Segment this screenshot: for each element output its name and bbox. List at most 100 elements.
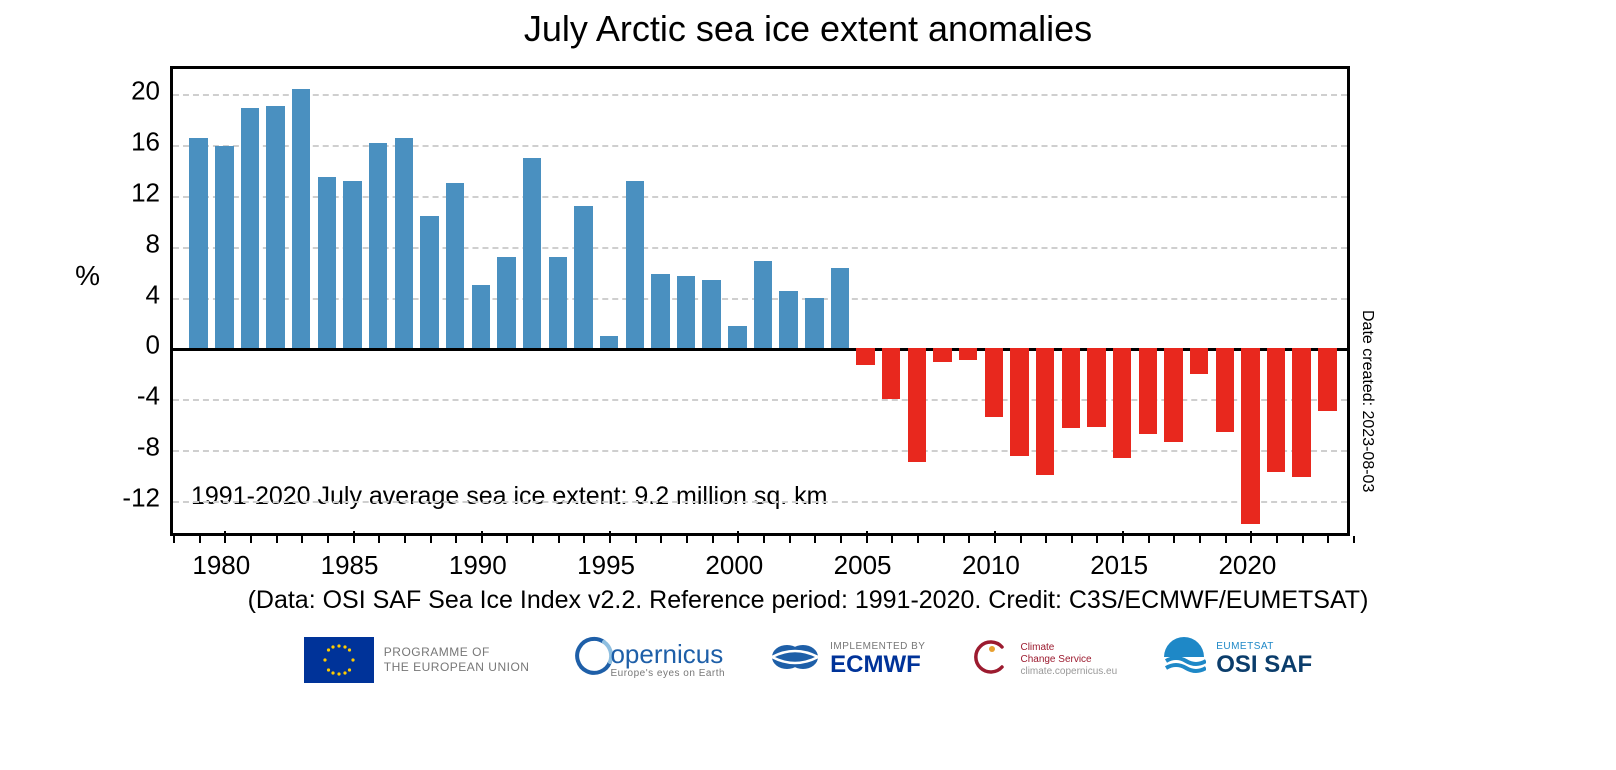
bar xyxy=(651,274,669,349)
bar xyxy=(600,336,618,349)
x-tick xyxy=(250,536,252,543)
x-tick xyxy=(1302,536,1304,543)
c3s-line3: climate.copernicus.eu xyxy=(1020,666,1117,678)
x-tick-label: 2015 xyxy=(1090,550,1148,581)
bar xyxy=(549,257,567,348)
x-tick xyxy=(1353,536,1355,543)
ecmwf-icon xyxy=(770,640,820,679)
eu-text-line2: THE EUROPEAN UNION xyxy=(384,660,530,674)
x-tick-label: 1980 xyxy=(192,550,250,581)
x-tick xyxy=(660,536,662,543)
bar xyxy=(985,348,1003,417)
bar xyxy=(343,181,361,349)
eu-logo: PROGRAMME OF THE EUROPEAN UNION xyxy=(304,637,530,683)
bar xyxy=(446,183,464,348)
y-tick-label: 0 xyxy=(110,330,160,361)
x-tick xyxy=(712,536,714,543)
bar xyxy=(1190,348,1208,373)
chart-title: July Arctic sea ice extent anomalies xyxy=(0,8,1616,50)
x-tick xyxy=(609,531,611,543)
bar xyxy=(1216,348,1234,432)
ecmwf-name: ECMWF xyxy=(830,652,925,678)
bar xyxy=(1164,348,1182,442)
bar xyxy=(856,348,874,365)
x-tick xyxy=(1045,536,1047,543)
bar xyxy=(779,291,797,348)
x-tick xyxy=(635,536,637,543)
bar xyxy=(318,177,336,348)
x-tick xyxy=(327,536,329,543)
bar xyxy=(933,348,951,362)
gridline xyxy=(173,501,1347,503)
plot-area: 1991-2020 July average sea ice extent: 9… xyxy=(170,66,1350,536)
eu-text-line1: PROGRAMME OF xyxy=(384,645,490,659)
x-tick-label: 1995 xyxy=(577,550,635,581)
bar xyxy=(1010,348,1028,456)
y-tick-label: 16 xyxy=(110,127,160,158)
gridline xyxy=(173,145,1347,147)
gridline xyxy=(173,94,1347,96)
x-tick xyxy=(866,531,868,543)
osisaf-logo: EUMETSAT OSI SAF xyxy=(1162,637,1312,682)
x-tick xyxy=(558,536,560,543)
reference-annotation: 1991-2020 July average sea ice extent: 9… xyxy=(191,482,827,511)
osisaf-icon xyxy=(1162,637,1206,682)
c3s-icon xyxy=(970,637,1010,682)
x-tick xyxy=(353,531,355,543)
bar xyxy=(574,206,592,348)
copernicus-logo: opernicus Europe's eyes on Earth xyxy=(574,636,725,683)
copernicus-tagline: Europe's eyes on Earth xyxy=(610,668,725,679)
c3s-text: Climate Change Service climate.copernicu… xyxy=(1020,642,1117,678)
bar xyxy=(497,257,515,348)
eu-flag-icon xyxy=(304,637,374,683)
x-tick xyxy=(814,536,816,543)
y-tick-label: -8 xyxy=(110,432,160,463)
x-tick-label: 2000 xyxy=(705,550,763,581)
eu-logo-text: PROGRAMME OF THE EUROPEAN UNION xyxy=(384,645,530,674)
x-tick xyxy=(455,536,457,543)
x-tick xyxy=(430,536,432,543)
x-tick xyxy=(1096,536,1098,543)
bar xyxy=(523,158,541,349)
y-tick-label: -4 xyxy=(110,381,160,412)
ecmwf-text: IMPLEMENTED BY ECMWF xyxy=(830,641,925,678)
bar xyxy=(908,348,926,461)
bar xyxy=(1318,348,1336,410)
c3s-line1: Climate xyxy=(1020,642,1117,654)
x-tick xyxy=(789,536,791,543)
bar xyxy=(1267,348,1285,471)
x-tick xyxy=(1173,536,1175,543)
x-tick xyxy=(737,531,739,543)
osisaf-name: OSI SAF xyxy=(1216,652,1312,678)
x-tick xyxy=(1122,531,1124,543)
bar xyxy=(292,89,310,348)
bar xyxy=(1036,348,1054,475)
copernicus-name: opernicus xyxy=(610,639,723,669)
bar xyxy=(369,143,387,349)
chart-subcaption: (Data: OSI SAF Sea Ice Index v2.2. Refer… xyxy=(0,586,1616,615)
x-tick xyxy=(532,536,534,543)
x-tick xyxy=(199,536,201,543)
x-tick xyxy=(1020,536,1022,543)
c3s-logo: Climate Change Service climate.copernicu… xyxy=(970,637,1117,682)
bar xyxy=(754,261,772,349)
x-tick xyxy=(994,531,996,543)
x-tick-label: 1990 xyxy=(449,550,507,581)
bar xyxy=(626,181,644,349)
bar xyxy=(882,348,900,399)
y-tick-label: 12 xyxy=(110,178,160,209)
x-tick xyxy=(686,536,688,543)
y-tick-label: -12 xyxy=(110,482,160,513)
bar xyxy=(1087,348,1105,427)
x-tick xyxy=(840,536,842,543)
bar xyxy=(395,138,413,349)
bar xyxy=(1292,348,1310,476)
y-tick-label: 4 xyxy=(110,279,160,310)
bar xyxy=(677,276,695,348)
x-tick xyxy=(378,536,380,543)
bar xyxy=(702,280,720,349)
bar xyxy=(1241,348,1259,523)
c3s-line2: Change Service xyxy=(1020,654,1117,666)
x-tick xyxy=(173,536,175,543)
x-tick xyxy=(583,536,585,543)
